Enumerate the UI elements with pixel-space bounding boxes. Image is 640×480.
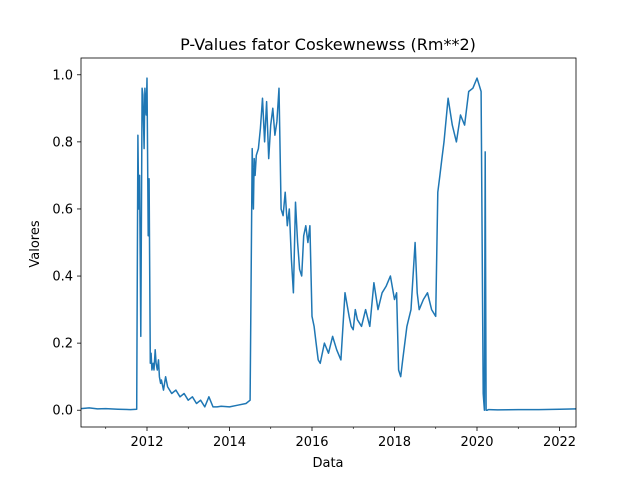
y-tick-label: 0.8 [52,135,73,150]
x-axis-label: Data [312,456,343,471]
y-tick-label: 0.2 [52,337,73,352]
axes-frame [80,57,577,428]
y-tick-label: 1.0 [52,68,73,83]
y-axis-label: Valores [28,220,43,267]
y-tick-label: 0.4 [52,270,73,285]
x-tick-label: 2022 [543,435,576,450]
x-tick-label: 2014 [213,435,246,450]
plot-area: 0.0 0.2 0.4 0.6 0.8 1.0 2012 2014 2016 2018 2020 20… [52,57,577,450]
y-tick-label: 0.6 [52,202,73,217]
x-tick-label: 2012 [130,435,163,450]
x-tick-label: 2018 [378,435,411,450]
x-tick-label: 2016 [295,435,328,450]
y-tick-label: 0.0 [52,404,73,419]
x-tick-label: 2020 [460,435,493,450]
chart-title: P-Values fator Coskewnewss (Rm**2) [180,35,476,54]
series-line-0 [81,77,576,411]
